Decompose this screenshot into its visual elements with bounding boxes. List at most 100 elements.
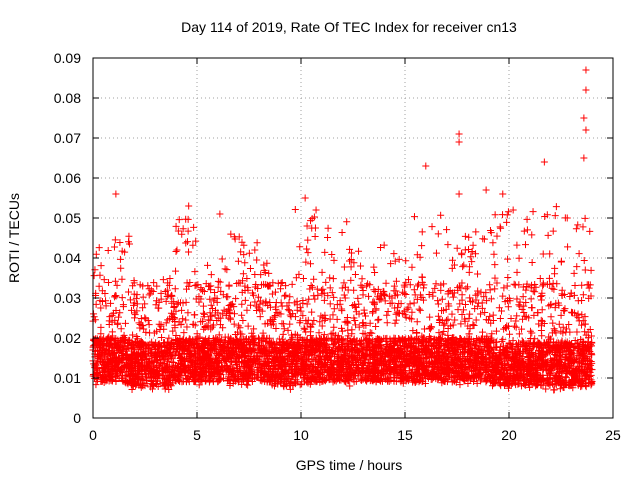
data-point [170, 303, 178, 311]
data-point [296, 243, 304, 251]
data-point [134, 374, 142, 382]
data-point [321, 377, 329, 385]
data-point [284, 326, 292, 334]
data-point [272, 372, 280, 380]
data-point [351, 303, 359, 311]
data-point [391, 319, 399, 327]
data-point [90, 272, 98, 280]
data-point [303, 245, 311, 253]
data-point [102, 362, 110, 370]
data-point [336, 346, 344, 354]
data-point [238, 380, 246, 388]
data-point [174, 340, 182, 348]
data-point [284, 375, 292, 383]
data-point [383, 311, 391, 319]
data-point [90, 310, 98, 318]
data-point [199, 302, 207, 310]
data-point [308, 320, 316, 328]
data-point [359, 286, 367, 294]
data-point [200, 373, 208, 381]
data-point [169, 310, 177, 318]
data-point [145, 285, 153, 293]
data-point [318, 347, 326, 355]
data-point [207, 286, 215, 294]
data-point [238, 288, 246, 296]
data-point [181, 368, 189, 376]
data-point [297, 344, 305, 352]
data-point [214, 277, 222, 285]
data-point [340, 279, 348, 287]
data-point [180, 342, 188, 350]
data-point [163, 369, 171, 377]
data-point [251, 283, 259, 291]
data-point [150, 329, 158, 337]
data-point [112, 292, 120, 300]
data-point [93, 337, 101, 345]
data-point [104, 246, 112, 254]
data-point [318, 322, 326, 330]
data-point [355, 323, 363, 331]
data-point [129, 331, 137, 339]
data-point [239, 270, 247, 278]
data-point [286, 293, 294, 301]
data-point [114, 319, 122, 327]
data-point [172, 348, 180, 356]
data-point [371, 288, 379, 296]
data-point [270, 371, 278, 379]
data-point [182, 364, 190, 372]
data-point [91, 364, 99, 372]
data-point [221, 265, 229, 273]
data-point [214, 378, 222, 386]
data-point [311, 224, 319, 232]
data-point [161, 381, 169, 389]
data-point [182, 316, 190, 324]
data-point [256, 349, 264, 357]
data-point [226, 362, 234, 370]
data-point [220, 343, 228, 351]
data-point [206, 316, 214, 324]
data-point [286, 311, 294, 319]
data-point [284, 353, 292, 361]
data-point [320, 368, 328, 376]
data-point [124, 342, 132, 350]
data-point [211, 337, 219, 345]
data-point [199, 337, 207, 345]
data-point [341, 294, 349, 302]
data-point [344, 286, 352, 294]
data-point [149, 288, 157, 296]
data-point [196, 365, 204, 373]
data-point [147, 347, 155, 355]
data-point [338, 229, 346, 237]
data-point [98, 297, 106, 305]
data-point [258, 348, 266, 356]
data-point [261, 369, 269, 377]
data-point [133, 332, 141, 340]
data-point [256, 313, 264, 321]
data-point [227, 336, 235, 344]
data-point [93, 357, 101, 365]
data-point [197, 360, 205, 368]
data-point [98, 374, 106, 382]
data-point [174, 362, 182, 370]
data-point [377, 295, 385, 303]
data-point [139, 293, 147, 301]
data-point [113, 281, 121, 289]
data-point [178, 353, 186, 361]
data-point [304, 379, 312, 387]
data-point [392, 287, 400, 295]
data-point [218, 255, 226, 263]
data-point [171, 366, 179, 374]
data-point [274, 279, 282, 287]
data-point [167, 351, 175, 359]
data-point [348, 326, 356, 334]
data-point [238, 311, 246, 319]
data-point [392, 310, 400, 318]
data-point [225, 346, 233, 354]
data-point [317, 335, 325, 343]
data-point [337, 361, 345, 369]
data-point [112, 377, 120, 385]
data-point [207, 271, 215, 279]
data-point [280, 325, 288, 333]
data-point [174, 227, 182, 235]
data-point [297, 359, 305, 367]
